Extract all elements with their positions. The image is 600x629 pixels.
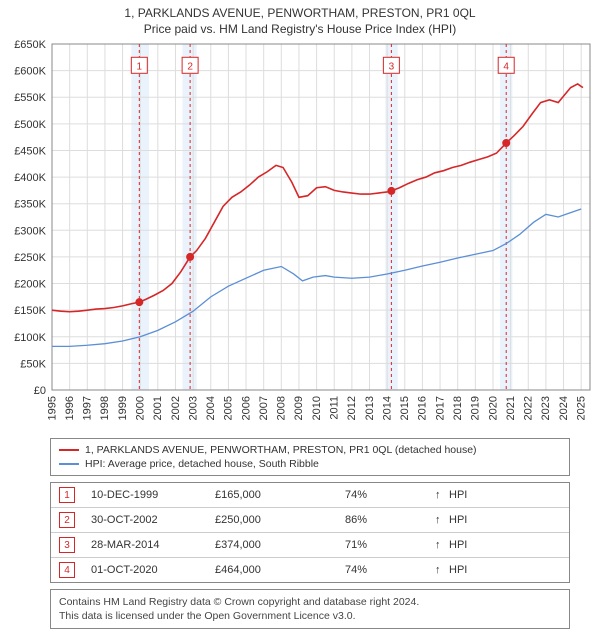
svg-text:2017: 2017: [434, 396, 446, 420]
svg-text:£350K: £350K: [14, 199, 46, 211]
sale-suffix: HPI: [449, 514, 467, 526]
sale-row: 230-OCT-2002£250,00086%↑HPI: [51, 507, 569, 532]
legend-swatch: [59, 463, 79, 465]
svg-text:1999: 1999: [117, 396, 129, 420]
title-address: 1, PARKLANDS AVENUE, PENWORTHAM, PRESTON…: [0, 6, 600, 20]
svg-text:2000: 2000: [134, 396, 146, 420]
svg-text:1998: 1998: [99, 396, 111, 420]
title-subtitle: Price paid vs. HM Land Registry's House …: [0, 22, 600, 36]
svg-text:£600K: £600K: [14, 66, 46, 78]
svg-text:2007: 2007: [258, 396, 270, 420]
svg-text:£400K: £400K: [14, 172, 46, 184]
legend: 1, PARKLANDS AVENUE, PENWORTHAM, PRESTON…: [50, 438, 570, 476]
svg-text:1: 1: [137, 61, 143, 72]
svg-text:2001: 2001: [152, 396, 164, 420]
svg-text:2012: 2012: [346, 396, 358, 420]
price-chart: £0 £50K £100K £150K £200K £250K £300K £350K £400…: [0, 38, 600, 430]
sale-price: £250,000: [215, 514, 345, 526]
footer-line-1: Contains HM Land Registry data © Crown c…: [59, 595, 561, 609]
svg-text:1996: 1996: [64, 396, 76, 420]
svg-text:£100K: £100K: [14, 332, 46, 344]
svg-text:2023: 2023: [540, 396, 552, 420]
svg-text:£200K: £200K: [14, 279, 46, 291]
sale-date: 01-OCT-2020: [75, 564, 215, 576]
svg-text:2016: 2016: [417, 396, 429, 420]
footer-line-2: This data is licensed under the Open Gov…: [59, 609, 561, 623]
svg-text:2011: 2011: [329, 396, 341, 420]
svg-text:2025: 2025: [575, 396, 587, 420]
sale-marker: 2: [59, 512, 75, 528]
sale-price: £374,000: [215, 539, 345, 551]
arrow-up-icon: ↑: [435, 564, 449, 576]
svg-text:4: 4: [503, 61, 509, 72]
arrow-up-icon: ↑: [435, 514, 449, 526]
svg-text:£50K: £50K: [20, 358, 46, 370]
sale-suffix: HPI: [449, 489, 467, 501]
svg-text:2021: 2021: [505, 396, 517, 420]
svg-text:£0: £0: [34, 385, 46, 397]
svg-text:1997: 1997: [82, 396, 94, 420]
sale-price: £165,000: [215, 489, 345, 501]
legend-item: 1, PARKLANDS AVENUE, PENWORTHAM, PRESTON…: [59, 443, 561, 457]
svg-text:2006: 2006: [240, 396, 252, 420]
arrow-up-icon: ↑: [435, 539, 449, 551]
svg-text:2008: 2008: [276, 396, 288, 420]
sale-marker: 3: [59, 537, 75, 553]
sale-pct: 74%: [345, 489, 435, 501]
svg-text:2009: 2009: [293, 396, 305, 420]
svg-text:1995: 1995: [46, 396, 58, 420]
sale-row: 401-OCT-2020£464,00074%↑HPI: [51, 557, 569, 582]
sale-pct: 86%: [345, 514, 435, 526]
svg-text:2002: 2002: [170, 396, 182, 420]
sale-date: 28-MAR-2014: [75, 539, 215, 551]
svg-text:2015: 2015: [399, 396, 411, 420]
arrow-up-icon: ↑: [435, 489, 449, 501]
sale-pct: 74%: [345, 564, 435, 576]
sale-pct: 71%: [345, 539, 435, 551]
svg-text:£150K: £150K: [14, 305, 46, 317]
legend-item: HPI: Average price, detached house, Sout…: [59, 457, 561, 471]
svg-text:3: 3: [389, 61, 395, 72]
svg-text:2004: 2004: [205, 396, 217, 420]
svg-text:2005: 2005: [223, 396, 235, 420]
data-source-footer: Contains HM Land Registry data © Crown c…: [50, 589, 570, 629]
sales-table: 110-DEC-1999£165,00074%↑HPI230-OCT-2002£…: [50, 482, 570, 583]
svg-text:£250K: £250K: [14, 252, 46, 264]
legend-label: 1, PARKLANDS AVENUE, PENWORTHAM, PRESTON…: [85, 444, 477, 456]
svg-text:2022: 2022: [523, 396, 535, 420]
sale-row: 110-DEC-1999£165,00074%↑HPI: [51, 483, 569, 507]
svg-text:2013: 2013: [364, 396, 376, 420]
svg-text:2003: 2003: [187, 396, 199, 420]
svg-text:£550K: £550K: [14, 92, 46, 104]
sale-suffix: HPI: [449, 564, 467, 576]
sale-price: £464,000: [215, 564, 345, 576]
svg-text:2020: 2020: [487, 396, 499, 420]
sale-date: 10-DEC-1999: [75, 489, 215, 501]
sale-marker: 1: [59, 487, 75, 503]
svg-text:£650K: £650K: [14, 39, 46, 51]
svg-text:2019: 2019: [470, 396, 482, 420]
svg-text:£500K: £500K: [14, 119, 46, 131]
svg-text:2: 2: [187, 61, 193, 72]
svg-text:£450K: £450K: [14, 145, 46, 157]
sale-date: 30-OCT-2002: [75, 514, 215, 526]
legend-label: HPI: Average price, detached house, Sout…: [85, 458, 319, 470]
legend-swatch: [59, 449, 79, 451]
sale-suffix: HPI: [449, 539, 467, 551]
svg-text:2014: 2014: [381, 396, 393, 420]
svg-text:2024: 2024: [558, 396, 570, 420]
svg-text:2010: 2010: [311, 396, 323, 420]
sale-marker: 4: [59, 562, 75, 578]
svg-text:2018: 2018: [452, 396, 464, 420]
svg-text:£300K: £300K: [14, 225, 46, 237]
sale-row: 328-MAR-2014£374,00071%↑HPI: [51, 532, 569, 557]
